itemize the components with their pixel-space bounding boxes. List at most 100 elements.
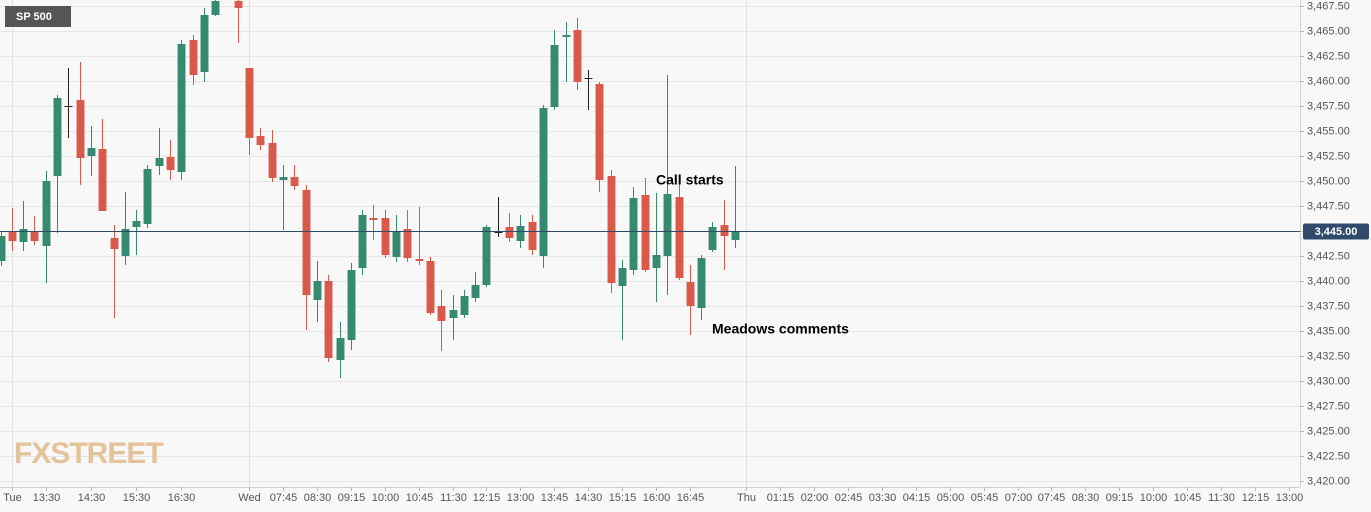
candle-body: [460, 296, 469, 315]
x-tick-label: 13:45: [541, 492, 569, 504]
y-tick-label: 3,450.00: [1307, 175, 1350, 187]
candle-body: [324, 281, 333, 358]
y-tick-label: 3,430.00: [1307, 375, 1350, 387]
x-tick-label: Tue: [3, 492, 22, 504]
candle-body: [697, 258, 706, 308]
legend-label: SP 500: [16, 11, 52, 23]
x-tick-label: 12:15: [473, 492, 501, 504]
candle-body: [449, 310, 458, 318]
candle-body: [494, 232, 503, 233]
y-tick-label: 3,462.50: [1307, 50, 1350, 62]
x-tick-label: 10:45: [406, 492, 434, 504]
x-tick-label: 05:00: [937, 492, 965, 504]
y-tick-label: 3,420.00: [1307, 475, 1350, 487]
x-tick-label: 13:30: [33, 492, 61, 504]
x-tick-label: 07:00: [1005, 492, 1033, 504]
candle-body: [652, 255, 661, 268]
candle-body: [30, 231, 39, 241]
y-tick-label: 3,437.50: [1307, 300, 1350, 312]
x-tick-label: 16:30: [168, 492, 196, 504]
y-tick-label: 3,452.50: [1307, 150, 1350, 162]
candle-body: [200, 15, 209, 72]
candle-body: [415, 259, 424, 261]
x-tick-label: 10:00: [372, 492, 400, 504]
candle-body: [76, 100, 85, 158]
candle-body: [19, 229, 28, 242]
candle-body: [381, 218, 390, 255]
annotation: Call starts: [656, 172, 724, 188]
candle-body: [471, 285, 480, 298]
candle-body: [573, 30, 582, 82]
y-tick-label: 3,465.00: [1307, 25, 1350, 37]
candle-body: [618, 268, 627, 286]
candle-body: [279, 177, 288, 180]
y-tick-label: 3,425.00: [1307, 425, 1350, 437]
candle-body: [132, 221, 141, 227]
y-tick-label: 3,455.00: [1307, 125, 1350, 137]
x-tick-label: 02:45: [835, 492, 863, 504]
candle-body: [516, 226, 525, 241]
x-tick-label: 09:15: [1106, 492, 1134, 504]
candle-body: [336, 338, 345, 360]
candle-body: [562, 35, 571, 37]
x-tick-label: Thu: [737, 492, 756, 504]
y-tick-label: 3,432.50: [1307, 350, 1350, 362]
x-tick-label: 16:45: [677, 492, 705, 504]
x-tick-label: 04:15: [903, 492, 931, 504]
x-tick-label: 10:45: [1174, 492, 1202, 504]
x-tick-label: 10:00: [1140, 492, 1168, 504]
x-tick-label: 11:30: [440, 492, 467, 504]
candle-body: [87, 148, 96, 156]
x-tick-label: 14:30: [78, 492, 106, 504]
grid: [0, 0, 1304, 491]
candle-body: [347, 270, 356, 340]
x-tick-label: 11:30: [1208, 492, 1235, 504]
candle-body: [234, 0, 243, 8]
candle-body: [629, 198, 638, 270]
x-tick-label: 12:15: [1242, 492, 1270, 504]
candle-body: [550, 45, 559, 107]
candle-body: [290, 177, 299, 186]
x-tick-label: Wed: [238, 492, 260, 504]
y-tick-label: 3,447.50: [1307, 200, 1350, 212]
candle-body: [143, 169, 152, 224]
candle-body: [121, 229, 130, 256]
candle-body: [720, 225, 729, 236]
candle-body: [426, 261, 435, 313]
candle-body: [110, 238, 119, 249]
x-tick-label: 08:30: [304, 492, 332, 504]
candle-body: [369, 218, 378, 220]
candle-body: [675, 197, 684, 278]
x-tick-label: 07:45: [270, 492, 298, 504]
x-tick-label: 13:00: [1276, 492, 1304, 504]
candle-body: [177, 44, 186, 172]
x-tick-label: 07:45: [1038, 492, 1066, 504]
y-tick-label: 3,460.00: [1307, 75, 1350, 87]
candle-body: [268, 143, 277, 178]
y-tick-label: 3,442.50: [1307, 250, 1350, 262]
x-tick-label: 15:30: [123, 492, 151, 504]
x-tick-label: 13:00: [507, 492, 535, 504]
x-tick-label: 08:30: [1072, 492, 1100, 504]
watermark: FXSTREET: [14, 437, 163, 470]
y-tick-label: 3,467.50: [1307, 0, 1350, 12]
x-tick-label: 02:00: [801, 492, 829, 504]
candle-body: [539, 108, 548, 256]
candle-body: [155, 158, 164, 166]
y-tick-label: 3,440.00: [1307, 275, 1350, 287]
y-tick-label: 3,427.50: [1307, 400, 1350, 412]
x-tick-label: 16:00: [643, 492, 671, 504]
candle-body: [53, 98, 62, 176]
y-tick-label: 3,422.50: [1307, 450, 1350, 462]
candle-body: [0, 236, 6, 261]
candle-body: [482, 227, 491, 285]
x-tick-label: 01:15: [767, 492, 795, 504]
candle-body: [392, 231, 401, 257]
candle-body: [505, 227, 514, 238]
candle-body: [313, 281, 322, 300]
candle-body: [64, 106, 73, 107]
candle-body: [663, 194, 672, 256]
candle-body: [166, 157, 175, 170]
candles: [0, 0, 1300, 378]
candle-body: [437, 306, 446, 321]
